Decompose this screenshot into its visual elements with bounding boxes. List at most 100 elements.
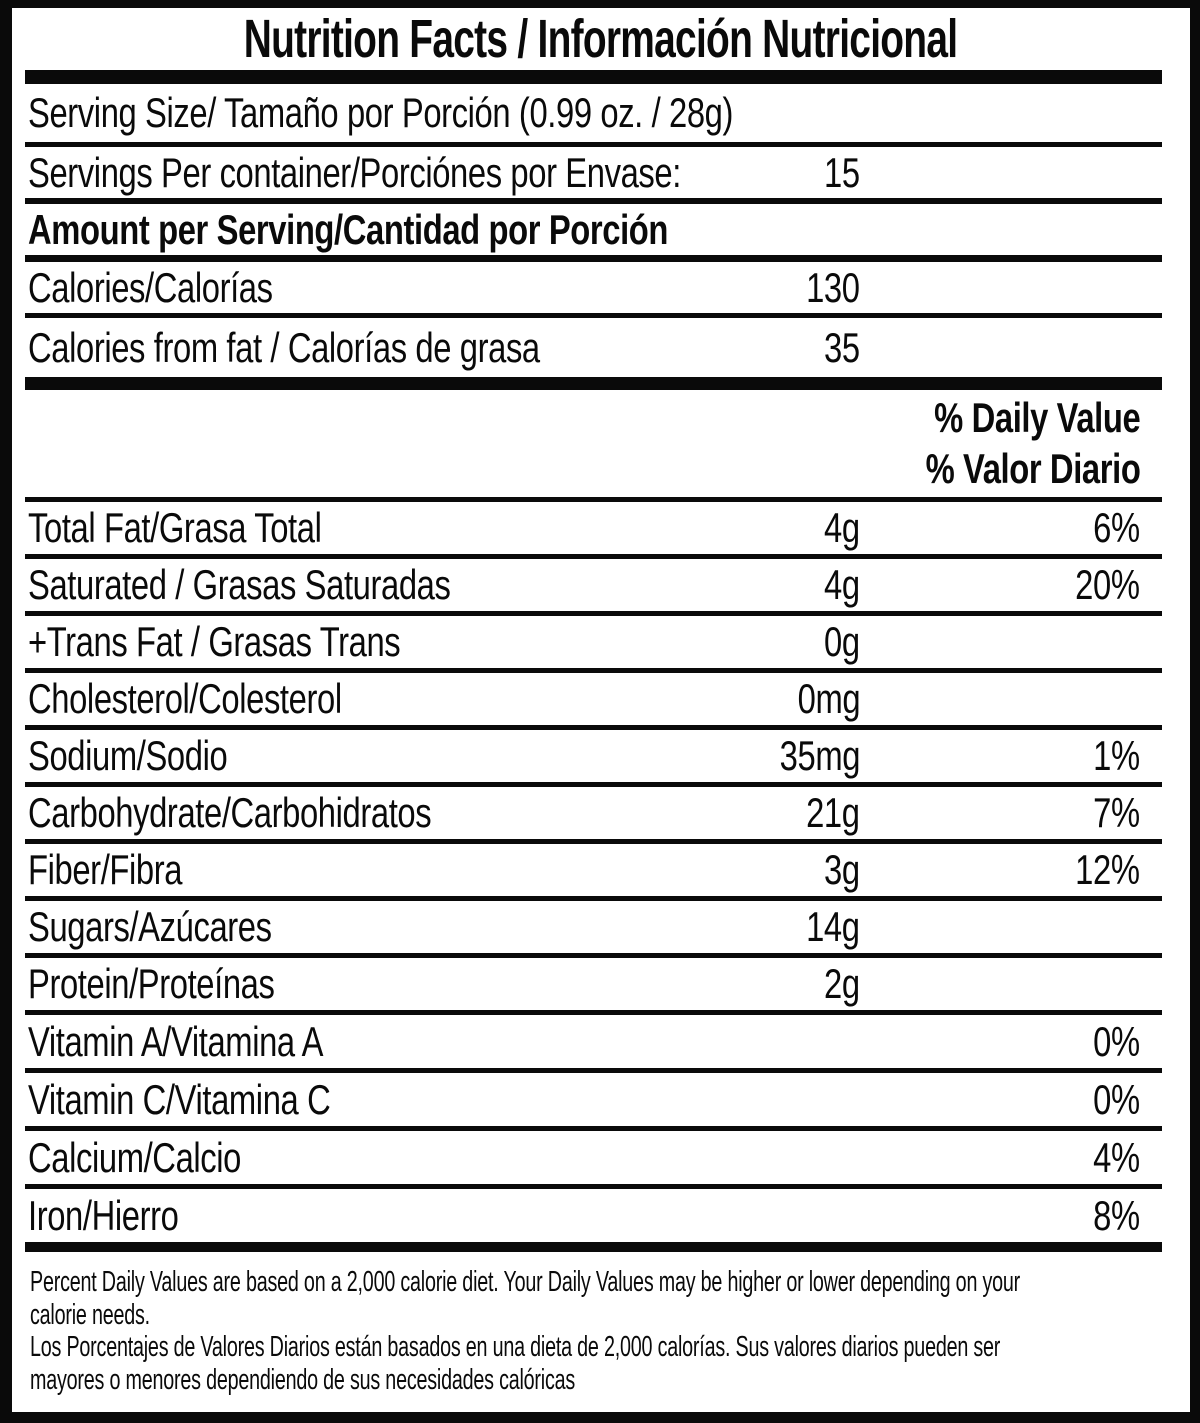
nutrient-amount-cell: 3g <box>814 844 860 896</box>
nutrient-label-cell: Total Fat/Grasa Total <box>12 504 404 552</box>
nutrient-dv: 4% <box>1093 1133 1140 1181</box>
nutrient-amount-cell: 14g <box>791 901 861 953</box>
nutrient-label: Saturated / Grasas Saturadas <box>28 561 451 608</box>
nutrient-label: Vitamin A/Vitamina A <box>28 1017 324 1065</box>
nutrient-amount: 0g <box>824 618 860 665</box>
divider <box>25 255 1162 262</box>
nutrient-dv: 8% <box>1093 1191 1140 1239</box>
footnote-section: Percent Daily Values are based on a 2,00… <box>12 1252 1190 1412</box>
servings-per-container-label: Servings Per container/Porciónes por Env… <box>28 148 681 196</box>
divider <box>25 839 1162 844</box>
nutrient-amount: 14g <box>806 903 861 950</box>
nutrient-row-trans-fat: +Trans Fat / Grasas Trans 0g <box>12 616 1190 668</box>
nutrient-amount: 21g <box>806 789 861 836</box>
divider <box>25 1068 1162 1073</box>
nutrient-amount-cell: 4g <box>814 502 860 554</box>
divider <box>25 313 1162 318</box>
divider <box>25 1126 1162 1131</box>
nutrient-dv: 1% <box>1093 732 1140 779</box>
row-calories-from-fat: Calories from fat / Calorías de grasa 35 <box>12 318 1190 377</box>
nutrient-dv: 12% <box>1075 846 1141 893</box>
row-servings-per-container: Servings Per container/Porciónes por Env… <box>12 147 1190 198</box>
nutrient-dv-cell: 12% <box>1057 844 1141 896</box>
nutrient-label-cell: Sugars/Azúcares <box>12 903 340 951</box>
nutrient-amount-cell: 2g <box>814 958 860 1010</box>
nutrient-dv: 0% <box>1093 1017 1140 1065</box>
nutrient-dv-cell: 1% <box>1080 730 1140 782</box>
divider <box>25 782 1162 787</box>
title-divider-bar <box>25 70 1162 84</box>
nutrient-amount: 0mg <box>797 675 860 722</box>
calories-from-fat-value-cell: 35 <box>814 318 860 377</box>
nutrient-row-vitamin-a: Vitamin A/Vitamina A 0% <box>12 1015 1190 1068</box>
amount-per-serving-label: Amount per Serving/Cantidad por Porción <box>28 205 669 253</box>
nutrient-dv-cell: 0% <box>1080 1073 1140 1126</box>
divider <box>25 554 1162 559</box>
nutrient-amount: 2g <box>824 960 860 1007</box>
divider <box>25 725 1162 730</box>
nutrient-dv-cell: 8% <box>1080 1189 1140 1242</box>
nutrient-dv-cell: 0% <box>1080 1015 1140 1068</box>
nutrient-label-cell: Cholesterol/Colesterol <box>12 675 430 723</box>
nutrient-label-cell: Saturated / Grasas Saturadas <box>12 561 570 609</box>
daily-value-header-es: % Valor Diario <box>925 445 1140 493</box>
nutrient-dv-cell: 20% <box>1057 559 1141 611</box>
nutrient-row-cholesterol: Cholesterol/Colesterol 0mg <box>12 673 1190 725</box>
nutrient-label: Sodium/Sodio <box>28 732 228 779</box>
calories-label: Calories/Calorías <box>28 263 273 311</box>
servings-per-container-value: 15 <box>824 148 860 196</box>
nutrient-row-sodium: Sodium/Sodio 35mg 1% <box>12 730 1190 782</box>
nutrient-dv-cell: 6% <box>1080 502 1140 554</box>
divider <box>25 1010 1162 1015</box>
nutrient-label-cell: Fiber/Fibra <box>12 846 226 894</box>
label-header: Nutrition Facts / Información Nutriciona… <box>12 8 1190 70</box>
nutrient-row-fiber: Fiber/Fibra 3g 12% <box>12 844 1190 896</box>
servings-per-container-value-cell: 15 <box>814 147 860 198</box>
nutrient-dv: 6% <box>1093 504 1140 551</box>
nutrient-row-vitamin-c: Vitamin C/Vitamina C 0% <box>12 1073 1190 1126</box>
serving-size-label-cell: Serving Size/ Tamaño por Porción (0.99 o… <box>12 89 932 137</box>
thick-divider <box>25 1242 1162 1252</box>
nutrient-label: Protein/Proteínas <box>28 960 275 1007</box>
serving-size-label: Serving Size/ Tamaño por Porción (0.99 o… <box>28 89 734 136</box>
amount-per-serving-label-cell: Amount per Serving/Cantidad por Porción <box>12 206 849 254</box>
nutrient-label-cell: +Trans Fat / Grasas Trans <box>12 618 505 666</box>
nutrient-amount-cell: 0mg <box>780 673 860 725</box>
nutrient-row-sugars: Sugars/Azúcares 14g <box>12 901 1190 953</box>
divider <box>25 896 1162 901</box>
nutrient-amount: 4g <box>824 504 860 551</box>
divider <box>25 198 1162 204</box>
nutrient-row-total-fat: Total Fat/Grasa Total 4g 6% <box>12 502 1190 554</box>
nutrient-amount: 4g <box>824 561 860 608</box>
calories-from-fat-label-cell: Calories from fat / Calorías de grasa <box>12 324 684 372</box>
page-title: Nutrition Facts / Información Nutriciona… <box>244 9 958 69</box>
nutrient-amount: 3g <box>824 846 860 893</box>
nutrient-label-cell: Vitamin C/Vitamina C <box>12 1076 416 1124</box>
nutrient-amount-cell: 4g <box>814 559 860 611</box>
nutrient-row-saturated-fat: Saturated / Grasas Saturadas 4g 20% <box>12 559 1190 611</box>
daily-value-header-en: % Daily Value <box>933 393 1141 441</box>
divider <box>25 668 1162 673</box>
nutrient-dv: 7% <box>1093 789 1140 836</box>
nutrient-label: Total Fat/Grasa Total <box>28 504 322 551</box>
nutrient-label-cell: Sodium/Sodio <box>12 732 284 780</box>
nutrient-dv: 20% <box>1075 561 1141 608</box>
nutrient-dv: 0% <box>1093 1075 1140 1123</box>
nutrient-label-cell: Calcium/Calcio <box>12 1134 301 1182</box>
nutrient-label: Fiber/Fibra <box>28 846 183 893</box>
divider <box>25 497 1162 502</box>
nutrient-label: Iron/Hierro <box>28 1191 179 1239</box>
nutrient-row-calcium: Calcium/Calcio 4% <box>12 1131 1190 1184</box>
nutrient-dv-cell: 4% <box>1080 1131 1140 1184</box>
nutrient-label: Carbohydrate/Carbohidratos <box>28 789 432 836</box>
divider <box>25 142 1162 147</box>
footnote-spanish: Los Porcentajes de Valores Diarios están… <box>30 1331 1001 1396</box>
nutrient-label: Cholesterol/Colesterol <box>28 675 342 722</box>
daily-value-header: % Daily Value % Valor Diario <box>12 390 1190 497</box>
calories-label-cell: Calories/Calorías <box>12 264 342 312</box>
nutrient-amount-cell: 21g <box>791 787 861 839</box>
nutrient-label: Vitamin C/Vitamina C <box>28 1075 331 1123</box>
nutrient-dv-cell: 7% <box>1080 787 1140 839</box>
calories-from-fat-label: Calories from fat / Calorías de grasa <box>28 323 540 371</box>
